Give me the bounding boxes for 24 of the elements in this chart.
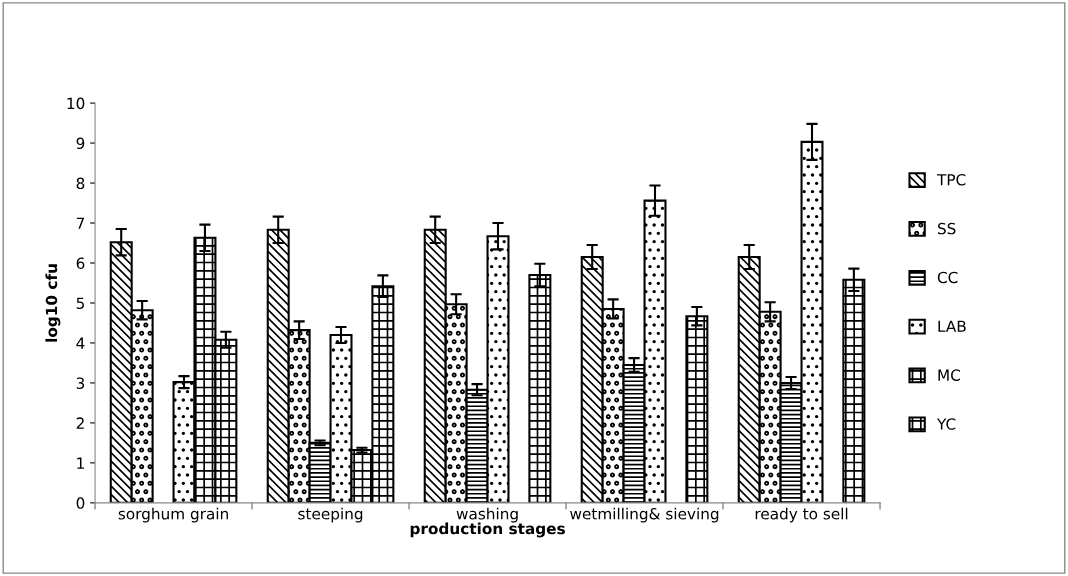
x-tick-label: ready to sell (755, 507, 848, 523)
y-tick-label: 9 (76, 137, 85, 150)
y-tick-label: 3 (76, 377, 85, 389)
y-tick-label: 7 (76, 217, 85, 229)
x-tick-label: steeping (298, 507, 363, 523)
x-tick-label: sorghum grain (118, 507, 228, 523)
y-tick-label: 4 (76, 337, 85, 349)
legend-label: CC (937, 271, 958, 284)
y-tick-label: 2 (76, 417, 84, 429)
legend-label: YC (936, 418, 956, 430)
legend-label: SS (937, 222, 956, 235)
y-tick-label: 6 (76, 257, 85, 270)
x-tick-label: wetmilling& sieving (570, 507, 719, 523)
y-tick-label: 1 (77, 457, 84, 469)
y-tick-label: 10 (67, 97, 85, 110)
legend-label: MC (938, 369, 960, 381)
y-axis-title: log10 cfu (45, 264, 61, 342)
y-tick-label: 0 (76, 497, 85, 509)
x-tick-label: washing (456, 507, 518, 523)
legend-label: TPC (936, 173, 966, 186)
y-tick-label: 5 (76, 297, 84, 309)
x-axis-title: production stages (410, 522, 565, 538)
legend-label: LAB (938, 320, 966, 332)
y-tick-label: 8 (76, 177, 85, 190)
